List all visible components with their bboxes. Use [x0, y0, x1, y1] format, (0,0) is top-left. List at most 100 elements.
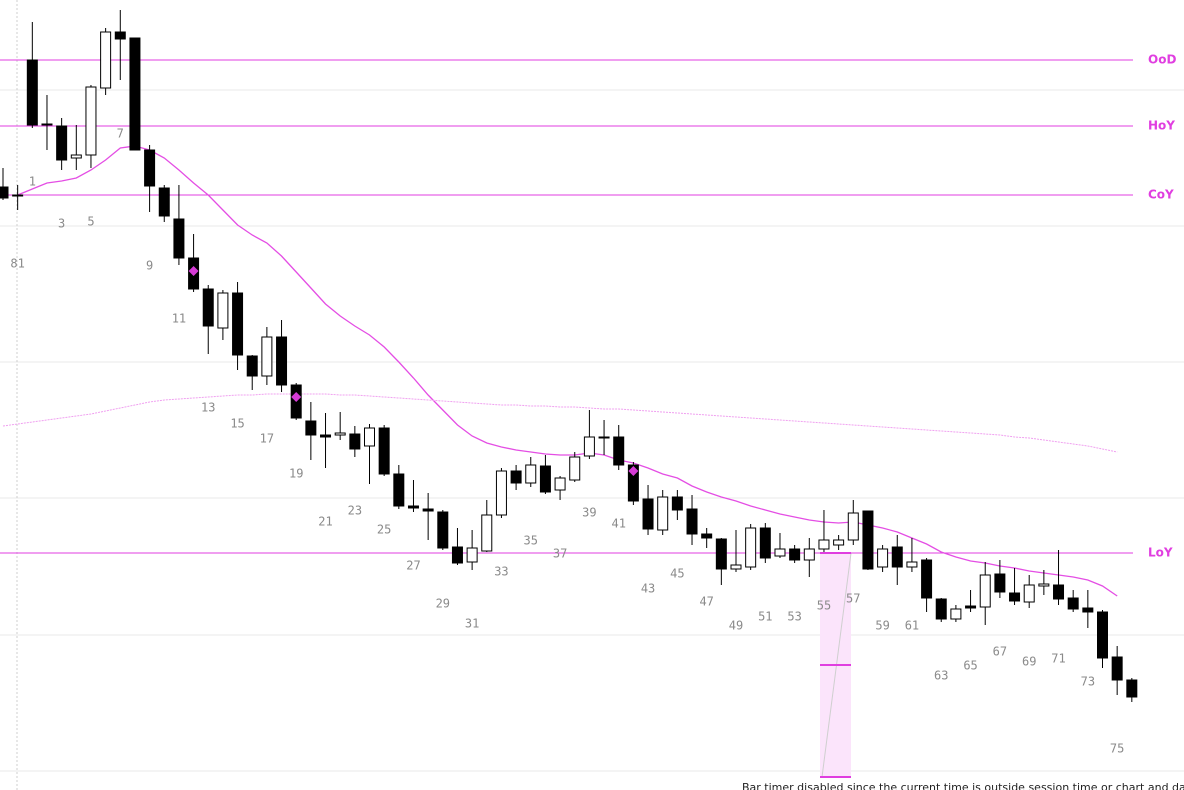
candle-body — [583, 436, 595, 457]
candle-body — [217, 292, 229, 329]
candle-body — [525, 464, 537, 484]
candle-body — [1053, 584, 1065, 600]
candle-body — [877, 548, 889, 568]
bar-number: 25 — [377, 523, 391, 537]
candle-body — [364, 427, 375, 447]
candle-body — [12, 194, 24, 197]
candle-body — [232, 292, 244, 356]
candle-body — [1023, 584, 1035, 603]
candle-body — [891, 546, 903, 568]
candle-body — [1038, 583, 1050, 587]
candle-body — [789, 548, 801, 561]
bar-number: 3 — [58, 217, 65, 231]
bar-number: 29 — [436, 597, 450, 611]
candle-body — [481, 514, 493, 552]
candle-body — [745, 527, 757, 568]
bar-number: 33 — [494, 565, 508, 579]
candle-body — [1009, 592, 1021, 602]
bar-number: 9 — [146, 259, 153, 273]
bar-number: 59 — [875, 619, 889, 633]
candle-body — [158, 187, 170, 217]
bar-number: 35 — [524, 534, 538, 548]
bar-number: 71 — [1051, 652, 1065, 666]
bar-number: 73 — [1081, 675, 1095, 689]
moving-average — [2, 393, 1118, 453]
candle-body — [701, 533, 713, 539]
bar-number: 15 — [230, 417, 244, 431]
level-label: CoY — [1148, 188, 1174, 202]
candle-body — [774, 548, 786, 557]
candle-body — [437, 511, 449, 549]
candle-body — [671, 496, 683, 511]
level-label: HoY — [1148, 119, 1175, 133]
bar-number: 63 — [934, 669, 948, 683]
bar-number: 41 — [611, 517, 625, 531]
bar-number: 13 — [201, 401, 215, 415]
bar-number: 39 — [582, 506, 596, 520]
bar-number: 11 — [172, 312, 186, 326]
bar-number: 81 — [10, 257, 24, 271]
candle-body — [1067, 597, 1079, 610]
candle-body — [935, 598, 947, 620]
candle-body — [510, 470, 522, 484]
candle-body — [320, 434, 332, 438]
candle-body — [70, 154, 82, 159]
candle-body — [1082, 607, 1094, 613]
bar-number: 37 — [553, 547, 567, 561]
bar-number: 31 — [465, 617, 479, 631]
bar-number: 67 — [993, 645, 1007, 659]
candle-body — [100, 31, 112, 89]
candle-body — [979, 574, 991, 608]
bar-number: 61 — [905, 619, 919, 633]
candle-body — [554, 477, 566, 491]
bar-number: 19 — [289, 467, 303, 481]
candle-body — [994, 573, 1006, 593]
candle-body — [1126, 679, 1138, 698]
bar-number: 43 — [641, 582, 655, 596]
candle-body — [921, 559, 933, 599]
bar-number: 51 — [758, 610, 772, 624]
signal-marker — [291, 392, 302, 402]
candle-body — [276, 336, 288, 386]
bar-number: 45 — [670, 567, 684, 581]
bar-number: 5 — [87, 215, 94, 229]
candle-body — [451, 546, 463, 564]
footer-note: Bar timer disabled since the current tim… — [742, 781, 1184, 790]
bar-number: 53 — [787, 610, 801, 624]
candle-body — [422, 508, 434, 512]
projection — [820, 552, 852, 778]
candle-body — [627, 464, 639, 502]
candle-body — [642, 498, 654, 530]
candle-body — [305, 420, 317, 436]
candle-body — [144, 149, 156, 187]
candle-body — [759, 527, 771, 559]
candle-body — [847, 512, 859, 541]
bar-number: 57 — [846, 592, 860, 606]
candle-body — [202, 288, 214, 327]
candle-body — [85, 86, 97, 156]
candle-body — [950, 608, 962, 620]
bar-number: 7 — [117, 127, 124, 141]
candle-body — [598, 436, 610, 439]
candle-body — [569, 456, 581, 481]
bar-number: 75 — [1110, 742, 1124, 756]
candle-body — [906, 561, 918, 568]
candle-body — [715, 538, 727, 570]
candle-body — [730, 564, 742, 570]
candle-body — [965, 605, 977, 609]
bar-number: 55 — [817, 599, 831, 613]
candle-body — [803, 548, 815, 561]
candle-body — [466, 547, 478, 563]
bar-number: 69 — [1022, 655, 1036, 669]
candle-body — [393, 473, 405, 507]
candle-body — [495, 470, 507, 516]
candle-body — [407, 505, 419, 509]
level-label: OoD — [1148, 53, 1176, 67]
candle-body — [41, 123, 53, 126]
bar-number: 49 — [729, 619, 743, 633]
signal-marker — [628, 466, 639, 476]
candle-body — [862, 510, 874, 570]
candle-body — [246, 355, 258, 377]
